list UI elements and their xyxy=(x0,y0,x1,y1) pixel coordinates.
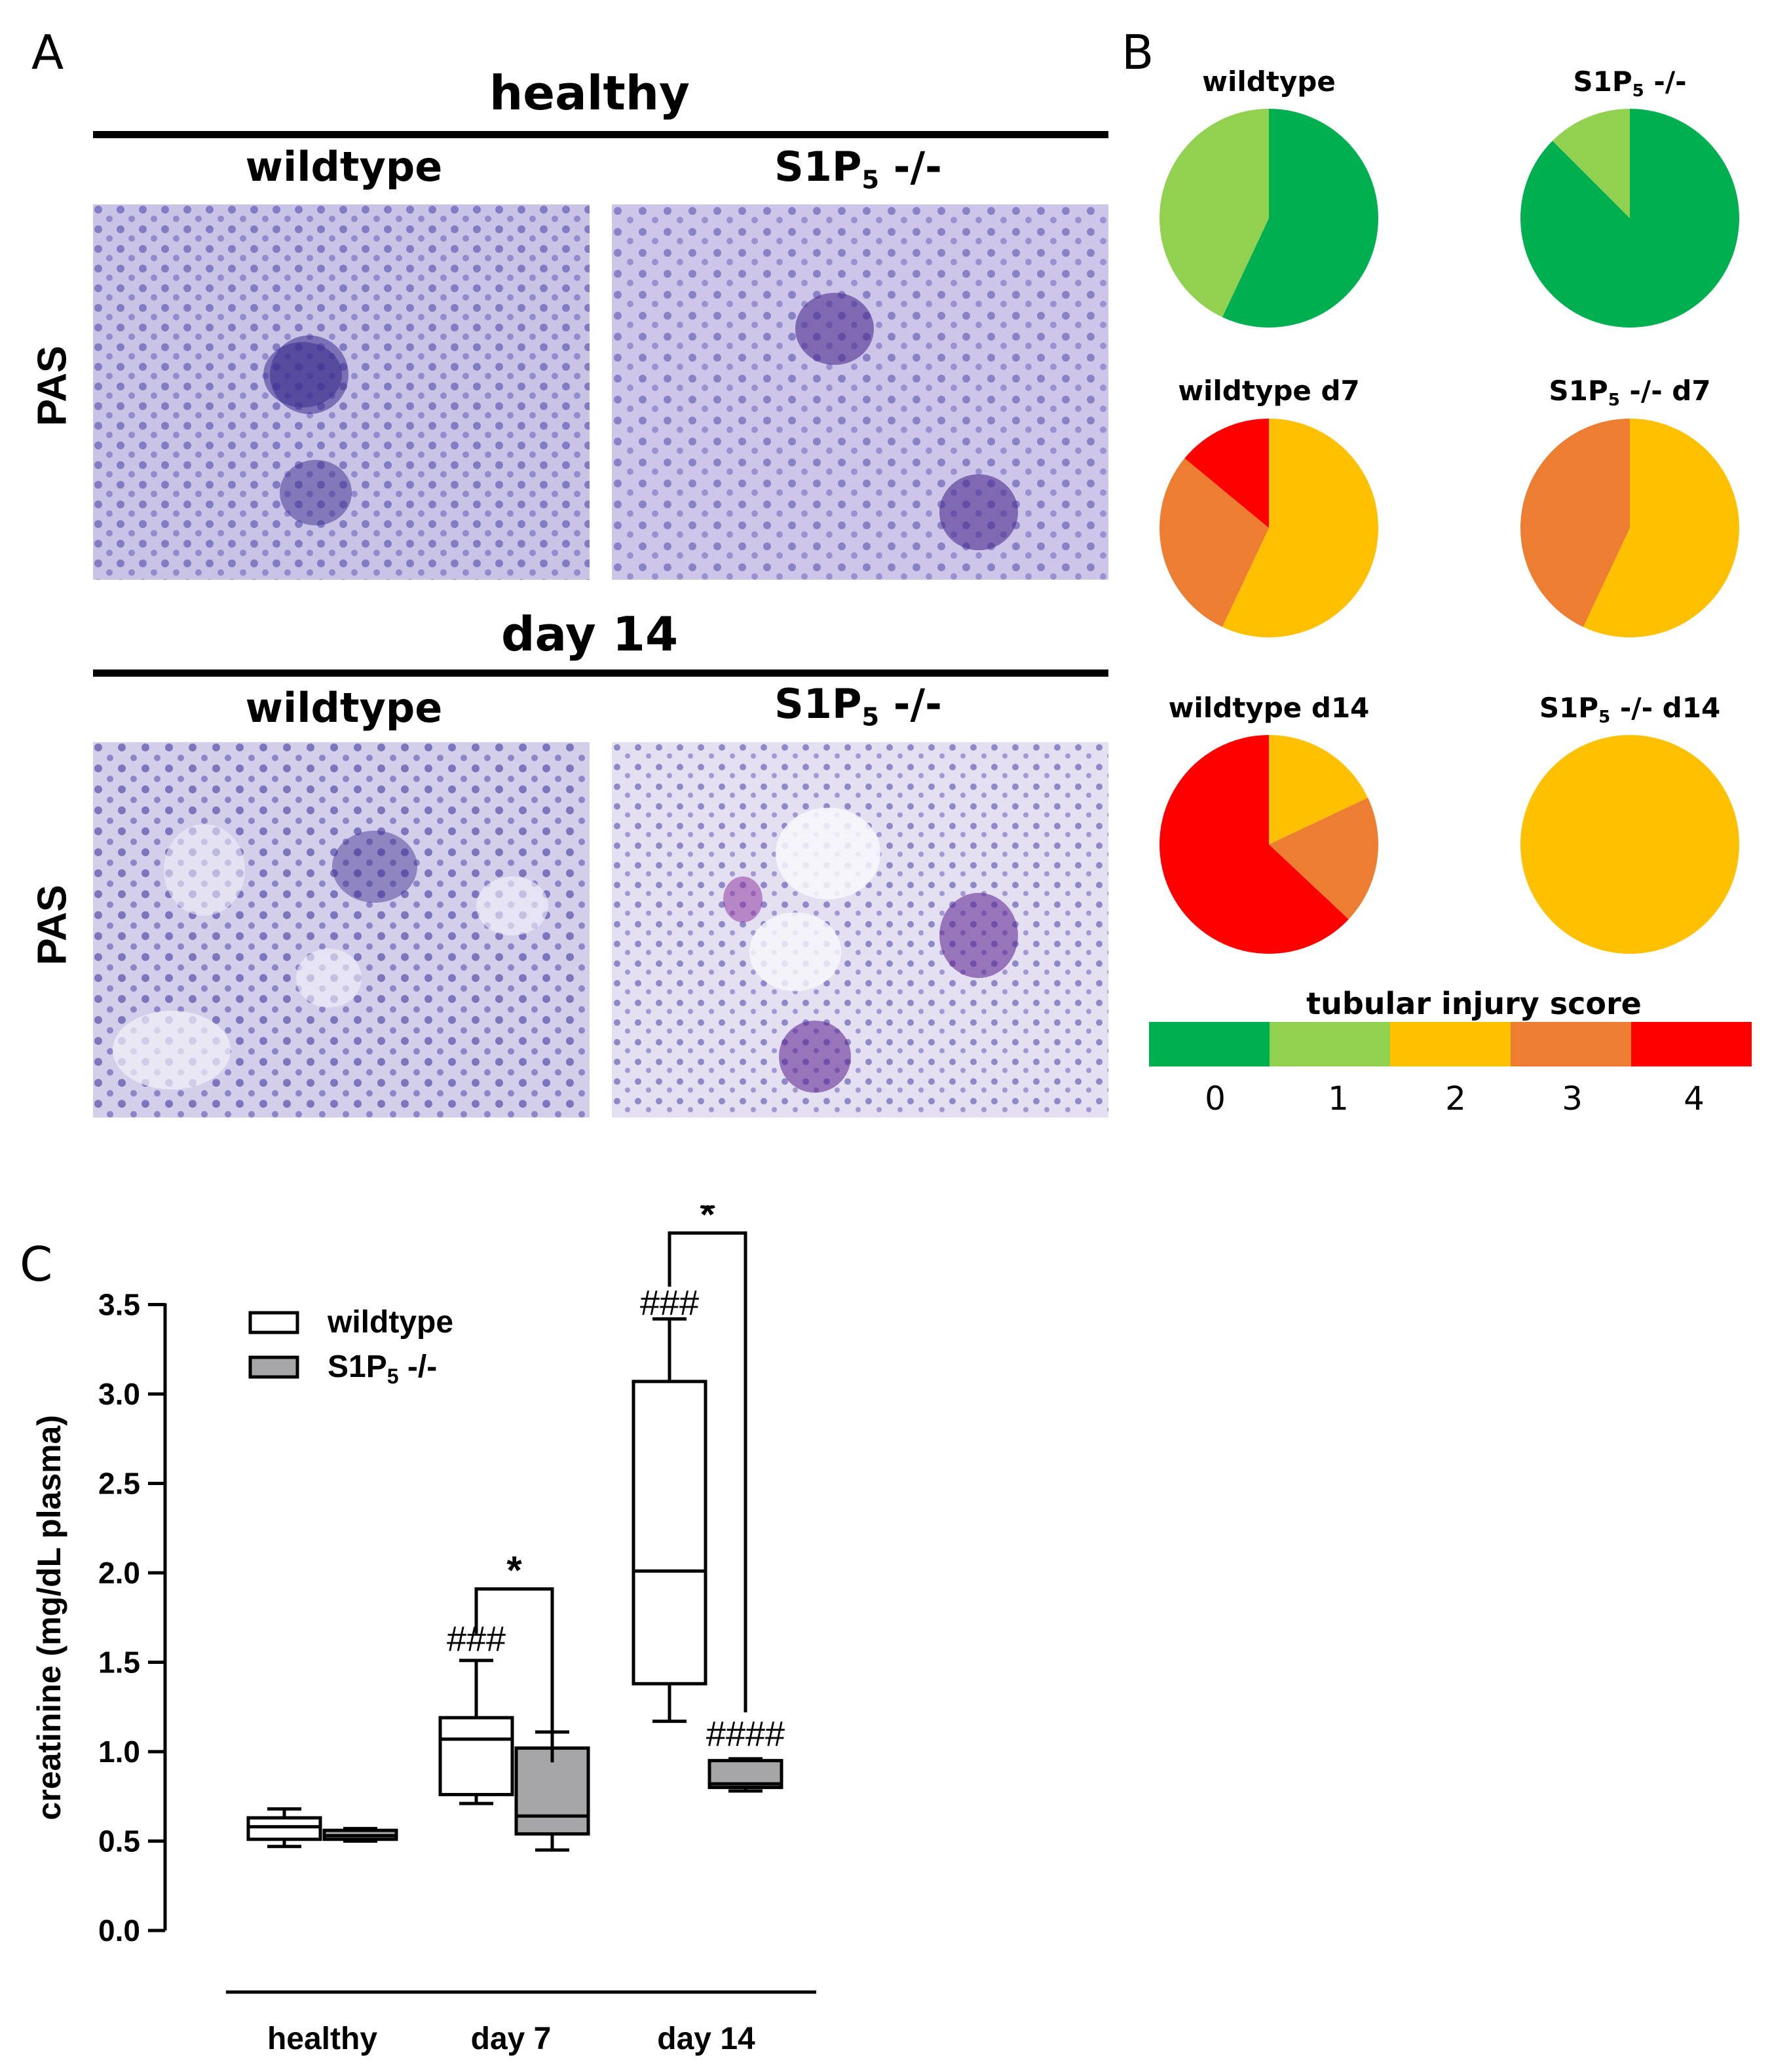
colorbar-cell-score-2 xyxy=(1390,1022,1511,1066)
histology-healthy-wildtype xyxy=(93,204,590,580)
pie-title-2: wildtype d7 xyxy=(1178,375,1360,407)
pie-4 xyxy=(1159,735,1378,954)
section-title-day14: day 14 xyxy=(500,607,679,662)
panel-c-label: C xyxy=(20,1237,53,1292)
pie-slice-score-3 xyxy=(1520,419,1630,628)
section-rule-healthy xyxy=(93,131,1108,138)
panel-b-label: B xyxy=(1122,25,1154,80)
pie-slice-score-0 xyxy=(1222,109,1378,328)
column-label-s1p5-top: S1P5 -/- xyxy=(774,143,942,195)
legend-label-s1p5: S1P5 -/- xyxy=(328,1349,437,1388)
y-tick-label: 3.0 xyxy=(98,1377,140,1411)
box-wildtype xyxy=(246,1816,322,1841)
panel-a-label: A xyxy=(31,25,64,80)
colorbar-tick-3: 3 xyxy=(1562,1080,1583,1118)
y-tick-label: 1.5 xyxy=(98,1646,140,1680)
pie-slice-score-1 xyxy=(1159,109,1269,318)
pie-slice-score-2 xyxy=(1269,735,1368,844)
creatinine-boxplot: 0.0 0.5 1.0 1.5 2.0 2.5 3.0 3.5 creatinine (mg/d… xyxy=(31,1205,816,2056)
colorbar-title: tubular injury score xyxy=(1306,986,1642,1021)
colorbar-tick-1: 1 xyxy=(1328,1080,1349,1118)
pie-title-1: S1P5 -/- xyxy=(1573,66,1687,101)
significance-bracket xyxy=(474,1587,554,1763)
section-rule-day14 xyxy=(93,669,1108,677)
pie-3 xyxy=(1520,419,1739,637)
y-tick-label: 0.5 xyxy=(98,1824,140,1858)
y-tick-label: 1.0 xyxy=(98,1735,140,1769)
pie-slice-score-3 xyxy=(1269,797,1378,920)
pie-slice-score-4 xyxy=(1184,419,1269,528)
hash-annotation: #### xyxy=(706,1714,785,1754)
legend-label-wildtype: wildtype xyxy=(327,1305,453,1340)
y-tick-label: 3.5 xyxy=(98,1288,140,1322)
colorbar-tick-4: 4 xyxy=(1684,1080,1705,1118)
pie-title-5: S1P5 -/- d14 xyxy=(1539,692,1721,727)
pie-slice-score-2 xyxy=(1583,419,1739,637)
column-label-wildtype-bottom: wildtype xyxy=(245,684,443,732)
x-tick-label: healthy xyxy=(267,2022,377,2056)
colorbar-cell-score-1 xyxy=(1270,1022,1390,1066)
box-wildtype xyxy=(438,1716,514,1797)
x-tick-label: day 7 xyxy=(471,2022,552,2056)
colorbar-tick-2: 2 xyxy=(1445,1080,1466,1118)
box-wildtype xyxy=(632,1380,707,1686)
significance-bracket xyxy=(668,1231,747,1712)
pie-slice-score-2 xyxy=(1222,419,1378,637)
x-tick-label: day 14 xyxy=(657,2022,755,2056)
histology-day14-s1p5 xyxy=(612,742,1108,1118)
pie-slice-score-1 xyxy=(1552,109,1630,218)
row-label-pas-bottom: PAS xyxy=(29,884,75,966)
hash-annotation: ### xyxy=(640,1283,699,1323)
significance-star: * xyxy=(700,1205,715,1236)
histology-day14-wildtype xyxy=(93,742,590,1118)
significance-star: * xyxy=(506,1549,522,1592)
histology-healthy-s1p5 xyxy=(612,204,1108,580)
pie-slice-score-3 xyxy=(1159,458,1269,628)
colorbar-tick-0: 0 xyxy=(1205,1080,1226,1118)
colorbar-cell-score-0 xyxy=(1149,1022,1270,1066)
section-title-healthy: healthy xyxy=(489,66,690,121)
y-axis-label: creatinine (mg/dL plasma) xyxy=(31,1415,67,1820)
row-label-pas-top: PAS xyxy=(29,345,75,426)
pie-title-0: wildtype xyxy=(1202,66,1336,98)
pie-slice-score-2 xyxy=(1520,735,1739,954)
pie-5 xyxy=(1520,735,1739,954)
y-tick-label: 0.0 xyxy=(98,1913,140,1948)
legend-swatch-wildtype xyxy=(248,1311,299,1334)
colorbar-cell-score-4 xyxy=(1631,1022,1752,1066)
colorbar-cell-score-3 xyxy=(1511,1022,1631,1066)
column-label-s1p5-bottom: S1P5 -/- xyxy=(774,680,942,732)
pie-title-4: wildtype d14 xyxy=(1168,692,1370,724)
column-label-wildtype-top: wildtype xyxy=(245,143,443,191)
pie-slice-score-4 xyxy=(1159,735,1349,954)
pie-1 xyxy=(1520,109,1739,328)
legend-swatch-s1p5 xyxy=(248,1355,299,1379)
y-tick-label: 2.5 xyxy=(98,1467,140,1501)
y-tick-label: 2.0 xyxy=(98,1556,140,1590)
pie-title-3: S1P5 -/- d7 xyxy=(1549,375,1711,410)
pie-2 xyxy=(1159,419,1378,637)
pie-0 xyxy=(1159,109,1378,328)
